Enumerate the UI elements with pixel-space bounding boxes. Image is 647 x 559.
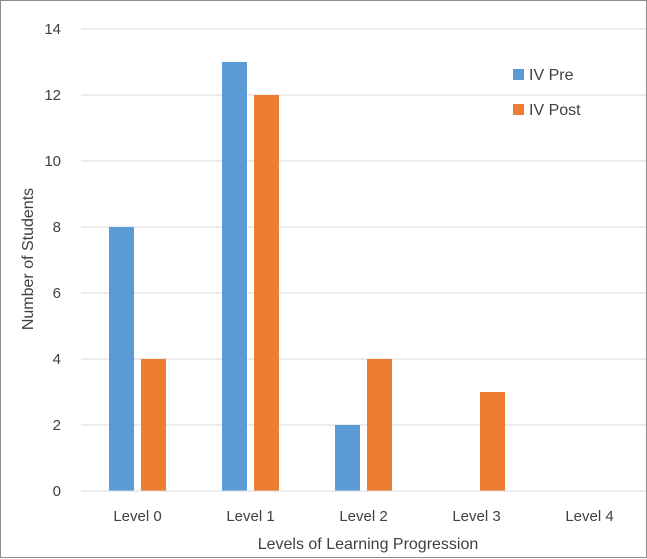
bar-iv-post-level-3: [480, 392, 505, 491]
y-tick-label-12: 12: [44, 87, 61, 104]
x-tick-label-level-0: Level 0: [113, 508, 161, 525]
x-axis-title: Levels of Learning Progression: [258, 536, 479, 553]
bar-iv-post-level-1: [254, 95, 279, 491]
x-tick-label-level-3: Level 3: [452, 508, 500, 525]
y-tick-label-2: 2: [53, 417, 61, 434]
y-axis-ticks: 0 2 4 6 8 10 12 14: [44, 21, 61, 500]
x-tick-label-level-4: Level 4: [565, 508, 613, 525]
legend-label-iv-post: IV Post: [529, 102, 581, 119]
x-tick-label-level-2: Level 2: [339, 508, 387, 525]
y-tick-label-10: 10: [44, 153, 61, 170]
legend-label-iv-pre: IV Pre: [529, 67, 574, 84]
bars: [109, 62, 505, 491]
y-tick-label-4: 4: [53, 351, 61, 368]
bar-iv-post-level-2: [367, 359, 392, 491]
legend: IV Pre IV Post: [513, 67, 581, 119]
legend-swatch-iv-post: [513, 104, 524, 115]
bar-iv-pre-level-2: [335, 425, 360, 491]
legend-swatch-iv-pre: [513, 69, 524, 80]
y-tick-label-0: 0: [53, 483, 61, 500]
y-axis-title: Number of Students: [20, 188, 37, 330]
bar-iv-pre-level-0: [109, 227, 134, 491]
bar-iv-post-level-0: [141, 359, 166, 491]
gridlines: [81, 28, 646, 426]
x-tick-label-level-1: Level 1: [226, 508, 274, 525]
bar-iv-pre-level-1: [222, 62, 247, 491]
y-tick-label-14: 14: [44, 21, 61, 38]
x-axis-ticks: Level 0 Level 1 Level 2 Level 3 Level 4: [113, 508, 613, 525]
y-tick-label-6: 6: [53, 285, 61, 302]
y-tick-label-8: 8: [53, 219, 61, 236]
